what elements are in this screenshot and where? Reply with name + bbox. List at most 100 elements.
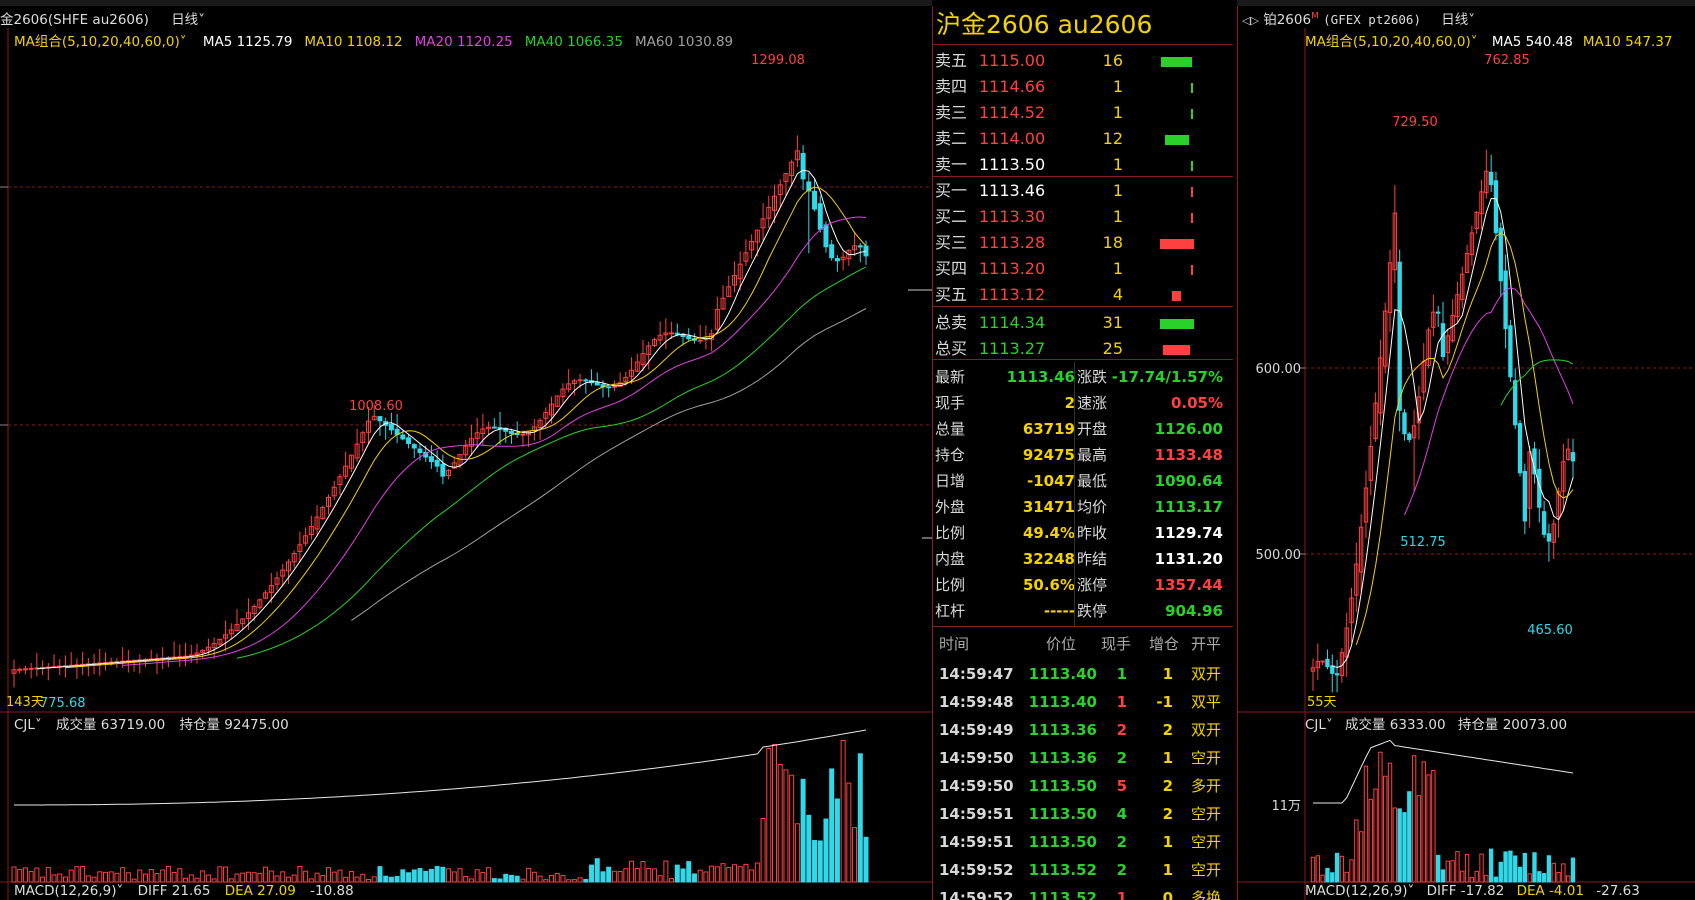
tick-price: 1113.52 xyxy=(1028,861,1097,879)
candle-body xyxy=(297,544,303,553)
volume-bar xyxy=(1411,755,1417,883)
candle-body xyxy=(1474,211,1479,229)
candle-body xyxy=(560,388,566,398)
right-macd-selector[interactable]: MACD(12,26,9)˅ xyxy=(1305,883,1414,899)
volume-bar xyxy=(703,871,709,883)
candle-body xyxy=(508,431,514,434)
tick-header: 时间 价位 现手 增仓 开平 xyxy=(933,630,1233,658)
candle-body xyxy=(852,245,858,251)
volume-bar xyxy=(331,871,337,883)
volume-bar xyxy=(457,868,463,883)
tick-row[interactable]: 14:59:48 1113.40 1 -1 双平 xyxy=(933,688,1233,716)
tick-row[interactable]: 14:59:50 1113.36 2 1 空开 xyxy=(933,744,1233,772)
right-period-label: 日线 xyxy=(1441,12,1469,28)
right-period-selector[interactable]: 日线˅ xyxy=(1441,12,1475,28)
tick-row[interactable]: 14:59:49 1113.36 2 2 双开 xyxy=(933,716,1233,744)
stat-right-row: 昨收 1129.74 xyxy=(1075,520,1233,546)
right-chart-panel[interactable]: ◁▷ 铂2606M (GFEX pt2606) 日线˅ MA组合(5,10,20… xyxy=(1237,0,1695,900)
left-ma-group-selector[interactable]: MA组合(5,10,20,40,60,0)˅ xyxy=(14,34,187,50)
volume-bar xyxy=(1503,851,1508,883)
left-symbol-title: 金2606(SHFE au2606) xyxy=(0,12,149,28)
tick-row[interactable]: 14:59:52 1113.52 2 1 空开 xyxy=(933,856,1233,884)
candle-body xyxy=(714,308,720,330)
candle-body xyxy=(446,469,452,476)
tick-row[interactable]: 14:59:52 1113.52 1 0 多换 xyxy=(933,884,1233,900)
book-level-label: 买一 xyxy=(935,181,968,200)
tick-time: 14:59:51 xyxy=(939,805,1014,823)
candle-body xyxy=(617,382,623,387)
candle-body xyxy=(1493,180,1499,234)
right-ma-items: MA5 540.48 MA10 547.37 xyxy=(1482,34,1673,50)
stat-value: 1133.48 xyxy=(1154,446,1223,464)
candle-body xyxy=(1407,433,1412,440)
volume-bar xyxy=(314,872,320,883)
tick-volume: 2 xyxy=(1116,833,1127,851)
volume-bar xyxy=(486,867,492,883)
candle-body xyxy=(377,416,383,422)
volume-bar xyxy=(177,868,183,883)
volume-bar xyxy=(1416,795,1422,883)
candle-body xyxy=(348,454,354,469)
candle-body xyxy=(640,353,646,365)
candle-body xyxy=(737,263,743,280)
volume-bar xyxy=(1315,855,1321,883)
volume-bar xyxy=(434,866,440,883)
volume-bar xyxy=(566,879,572,883)
volume-bar xyxy=(508,874,514,883)
bid-row: 买一 1113.46 1 xyxy=(933,178,1233,204)
volume-bar xyxy=(1373,788,1378,883)
high-price-label: 1299.08 xyxy=(751,53,805,68)
stat-left-row: 持仓 92475 xyxy=(933,442,1081,468)
volume-bar xyxy=(1325,867,1330,883)
right-ma-group-selector[interactable]: MA组合(5,10,20,40,60,0)˅ xyxy=(1305,34,1478,50)
volume-bar xyxy=(1445,860,1450,883)
tick-row[interactable]: 14:59:51 1113.50 2 1 空开 xyxy=(933,828,1233,856)
candle-body xyxy=(1508,325,1513,378)
link-icon[interactable]: ◁▷ xyxy=(1242,14,1259,27)
tick-row[interactable]: 14:59:47 1113.40 1 1 双开 xyxy=(933,660,1233,688)
volume-bar xyxy=(440,866,446,883)
top-border xyxy=(0,0,932,6)
open-interest-line xyxy=(14,729,867,806)
left-chart-panel[interactable]: 金2606(SHFE au2606) 日线˅ MA组合(5,10,20,40,6… xyxy=(0,0,932,900)
candle-body xyxy=(611,385,617,388)
volume-bar xyxy=(417,868,423,883)
book-level-label: 总卖 xyxy=(935,313,968,332)
candle-body xyxy=(1411,425,1417,439)
volume-bar xyxy=(800,778,806,883)
candle-body xyxy=(1436,311,1441,314)
volume-bar xyxy=(154,873,160,883)
left-period-selector[interactable]: 日线˅ xyxy=(171,12,205,28)
chevron-down-icon: ˅ xyxy=(1470,34,1478,50)
candle-body xyxy=(228,629,234,635)
left-vol-indicator-selector[interactable]: CJL˅ xyxy=(14,717,42,733)
candle-body xyxy=(726,286,732,297)
right-vol-indicator-selector[interactable]: CJL˅ xyxy=(1305,717,1333,733)
tick-price: 1113.50 xyxy=(1028,833,1097,851)
candle-body xyxy=(343,465,349,477)
volume-bar xyxy=(1527,873,1532,883)
tick-row[interactable]: 14:59:51 1113.50 4 2 空开 xyxy=(933,800,1233,828)
right-kline-chart[interactable]: 600.00 500.00 11万 762.85 729.50 512.75 465.60 5… xyxy=(1237,0,1695,900)
tick-row[interactable]: 14:59:50 1113.50 5 2 多开 xyxy=(933,772,1233,800)
volume-bar xyxy=(343,876,349,883)
book-price: 1115.00 xyxy=(979,51,1046,70)
volume-bar xyxy=(1363,765,1369,883)
candle-body xyxy=(806,181,812,192)
tick-price: 1113.36 xyxy=(1028,721,1097,739)
volume-bar xyxy=(543,879,549,883)
book-volume-bar xyxy=(1191,109,1193,119)
book-level-label: 总买 xyxy=(935,339,968,358)
candle-body xyxy=(1517,423,1523,474)
candle-body xyxy=(1392,212,1398,271)
volume-bar xyxy=(1397,808,1402,883)
left-macd-selector[interactable]: MACD(12,26,9)˅ xyxy=(14,883,123,899)
candle-body xyxy=(583,379,589,382)
candle-body xyxy=(1469,232,1475,256)
volume-bar xyxy=(600,871,606,883)
volume-bar xyxy=(371,876,377,883)
chevron-down-icon: ˅ xyxy=(179,34,187,50)
volume-bar xyxy=(366,878,372,883)
volume-bar xyxy=(194,877,200,883)
